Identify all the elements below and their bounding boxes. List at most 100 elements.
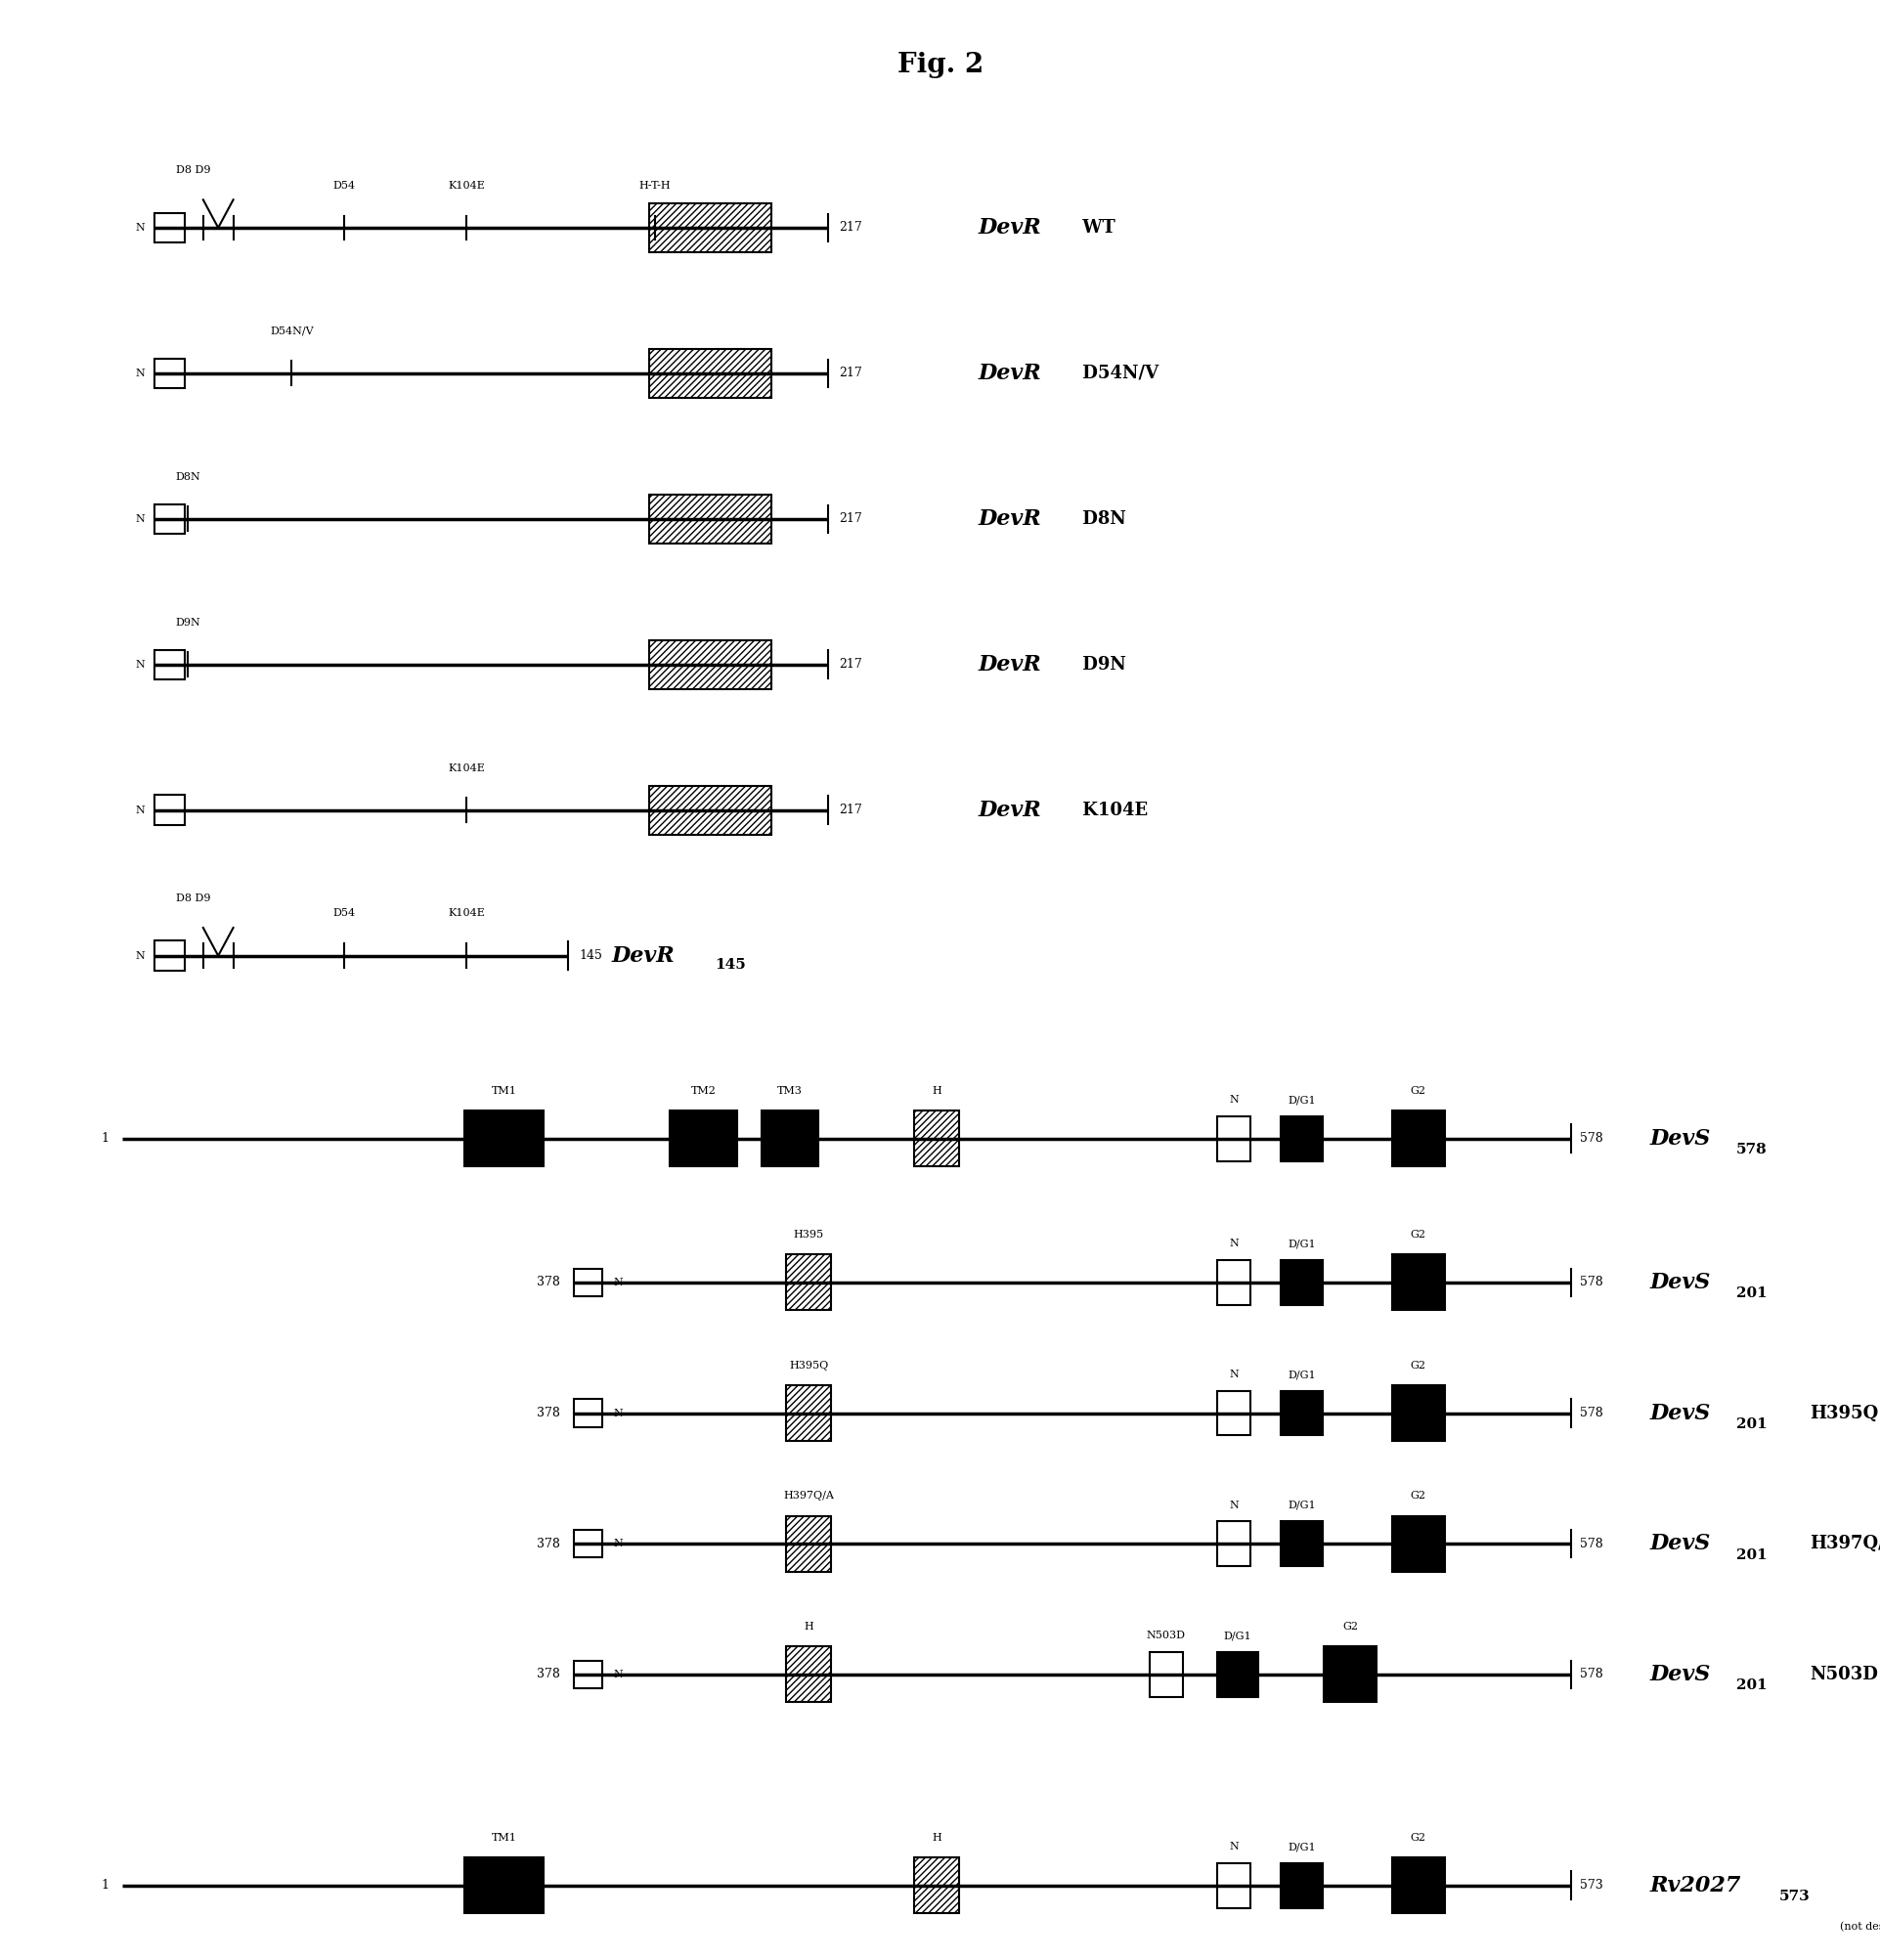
Text: H395Q: H395Q bbox=[1809, 1403, 1878, 1421]
Text: H395: H395 bbox=[793, 1229, 823, 1239]
Text: TM1: TM1 bbox=[491, 1833, 517, 1842]
Text: 378: 378 bbox=[538, 1407, 560, 1419]
Text: H-T-H: H-T-H bbox=[639, 180, 669, 190]
Text: N: N bbox=[135, 368, 145, 378]
Text: 217: 217 bbox=[838, 514, 861, 525]
Text: K104E: K104E bbox=[1075, 802, 1147, 819]
Text: TM1: TM1 bbox=[491, 1086, 517, 1096]
Text: 145: 145 bbox=[714, 958, 746, 972]
Bar bbox=[154, 796, 184, 825]
Text: DevR: DevR bbox=[611, 945, 675, 966]
Text: D/G1: D/G1 bbox=[1288, 1842, 1314, 1852]
Text: D54N/V: D54N/V bbox=[1075, 365, 1158, 382]
Bar bbox=[1391, 1515, 1444, 1572]
Text: K104E: K104E bbox=[447, 180, 485, 190]
Text: DevR: DevR bbox=[978, 800, 1042, 821]
Text: 1: 1 bbox=[102, 1133, 109, 1145]
Bar bbox=[1280, 1862, 1322, 1907]
Bar bbox=[1280, 1117, 1322, 1160]
Bar bbox=[573, 1268, 602, 1296]
Text: D/G1: D/G1 bbox=[1288, 1499, 1314, 1509]
Text: D8 D9: D8 D9 bbox=[177, 894, 211, 904]
Text: 217: 217 bbox=[838, 659, 861, 670]
Text: 578: 578 bbox=[1579, 1133, 1602, 1145]
Text: N: N bbox=[613, 1278, 622, 1288]
Bar bbox=[1280, 1260, 1322, 1305]
Bar bbox=[1324, 1646, 1376, 1703]
Text: H: H bbox=[803, 1621, 814, 1631]
Bar bbox=[464, 1111, 543, 1166]
Bar bbox=[1280, 1521, 1322, 1566]
Text: N: N bbox=[135, 223, 145, 233]
Bar bbox=[786, 1386, 831, 1441]
Text: N: N bbox=[1228, 1499, 1239, 1509]
Text: 378: 378 bbox=[538, 1668, 560, 1682]
Text: 378: 378 bbox=[538, 1276, 560, 1290]
Text: DevR: DevR bbox=[978, 363, 1042, 384]
Text: D8 D9: D8 D9 bbox=[177, 167, 211, 176]
Text: D54: D54 bbox=[333, 909, 355, 919]
Text: D/G1: D/G1 bbox=[1224, 1631, 1250, 1641]
Bar bbox=[1391, 1254, 1444, 1311]
Bar bbox=[786, 1646, 831, 1703]
Text: 578: 578 bbox=[1579, 1668, 1602, 1682]
Text: N: N bbox=[1228, 1239, 1239, 1249]
Text: G2: G2 bbox=[1410, 1086, 1425, 1096]
Text: N: N bbox=[1228, 1842, 1239, 1852]
Bar bbox=[1216, 1260, 1250, 1305]
Text: D9N: D9N bbox=[1075, 657, 1124, 674]
Text: N503D: N503D bbox=[1147, 1631, 1184, 1641]
Bar bbox=[573, 1399, 602, 1427]
Text: G2: G2 bbox=[1342, 1621, 1357, 1631]
Text: H397Q/A: H397Q/A bbox=[784, 1492, 833, 1501]
Text: G2: G2 bbox=[1410, 1833, 1425, 1842]
Bar bbox=[649, 349, 771, 398]
Text: N: N bbox=[135, 951, 145, 960]
Bar bbox=[914, 1111, 959, 1166]
Bar bbox=[154, 359, 184, 388]
Text: D/G1: D/G1 bbox=[1288, 1096, 1314, 1105]
Text: DevR: DevR bbox=[978, 655, 1042, 676]
Text: H: H bbox=[931, 1086, 942, 1096]
Bar bbox=[1280, 1392, 1322, 1435]
Text: DevS: DevS bbox=[1649, 1127, 1709, 1149]
Text: 201: 201 bbox=[1735, 1288, 1767, 1299]
Text: 201: 201 bbox=[1735, 1548, 1767, 1562]
Text: D/G1: D/G1 bbox=[1288, 1370, 1314, 1380]
Text: H397Q/A: H397Q/A bbox=[1809, 1535, 1880, 1552]
Text: Rv2027: Rv2027 bbox=[1649, 1874, 1741, 1895]
Bar bbox=[154, 504, 184, 533]
Text: N: N bbox=[1228, 1096, 1239, 1105]
Bar bbox=[914, 1858, 959, 1913]
Text: 578: 578 bbox=[1579, 1537, 1602, 1550]
Bar bbox=[573, 1660, 602, 1688]
Text: N: N bbox=[1228, 1370, 1239, 1380]
Text: 201: 201 bbox=[1735, 1680, 1767, 1691]
Text: TM2: TM2 bbox=[690, 1086, 716, 1096]
Text: N: N bbox=[613, 1407, 622, 1417]
Text: G2: G2 bbox=[1410, 1360, 1425, 1370]
Bar bbox=[1149, 1652, 1183, 1697]
Bar bbox=[649, 494, 771, 543]
Bar bbox=[154, 649, 184, 680]
Text: Fig. 2: Fig. 2 bbox=[897, 53, 983, 78]
Bar bbox=[1391, 1858, 1444, 1913]
Text: D/G1: D/G1 bbox=[1288, 1239, 1314, 1249]
Text: D54: D54 bbox=[333, 180, 355, 190]
Bar bbox=[154, 214, 184, 243]
Text: N503D: N503D bbox=[1809, 1666, 1876, 1684]
Text: 578: 578 bbox=[1579, 1276, 1602, 1290]
Text: DevS: DevS bbox=[1649, 1272, 1709, 1294]
Bar bbox=[1216, 1521, 1250, 1566]
Text: D9N: D9N bbox=[175, 617, 201, 627]
Bar bbox=[761, 1111, 818, 1166]
Bar bbox=[1391, 1111, 1444, 1166]
Text: K104E: K104E bbox=[447, 909, 485, 919]
Bar bbox=[669, 1111, 737, 1166]
Text: DevR: DevR bbox=[978, 218, 1042, 239]
Bar bbox=[464, 1858, 543, 1913]
Bar bbox=[1216, 1862, 1250, 1907]
Text: 145: 145 bbox=[579, 949, 602, 962]
Text: WT: WT bbox=[1075, 220, 1115, 237]
Text: H: H bbox=[931, 1833, 942, 1842]
